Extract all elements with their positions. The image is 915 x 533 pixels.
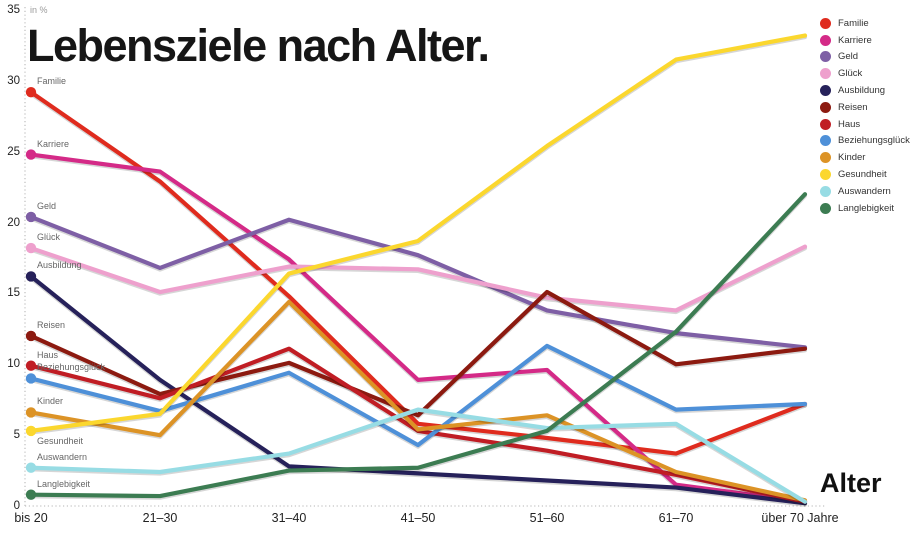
legend-item-geld: Geld [820, 49, 910, 66]
x-tick-label: 41–50 [400, 511, 436, 525]
legend-swatch-icon [820, 85, 831, 97]
legend-swatch-icon [820, 169, 831, 181]
series-line-auswandern [28, 407, 808, 504]
series-line-gl-ck [28, 244, 808, 313]
series-label-familie: Familie [37, 76, 67, 87]
series-start-dot-familie [25, 86, 37, 98]
legend-item-familie: Familie [820, 15, 910, 32]
legend-swatch-icon [820, 51, 831, 63]
series-start-dot-haus [25, 360, 37, 371]
y-tick-label-35: 35 [7, 4, 20, 16]
series-start-dot-ausbildung [25, 271, 37, 282]
series-line-kinder [28, 299, 808, 503]
legend-label: Glück [838, 68, 863, 80]
legend-label: Geld [838, 51, 859, 63]
series-label-reisen: Reisen [37, 319, 66, 330]
legend-label: Beziehungsglück [838, 135, 910, 147]
series-label-auswandern: Auswandern [37, 451, 88, 462]
legend-swatch-icon [820, 101, 831, 113]
series-start-dot-auswandern [25, 462, 37, 473]
series-line-langlebigkeit [28, 192, 808, 499]
legend-item-auswandern: Auswandern [820, 183, 910, 200]
series-start-dot-beziehungsgl-ck [25, 373, 37, 384]
legend: Familie Karriere Geld Glück Ausbildung Reisen… [820, 15, 910, 217]
y-tick-label-10: 10 [7, 358, 20, 371]
series-start-dot-kinder [25, 407, 37, 418]
page-title: Lebensziele nach Alter. [27, 20, 490, 71]
series-line-gesundheit [28, 33, 808, 433]
legend-swatch-icon [820, 68, 831, 80]
series-line-ausbildung [28, 274, 808, 506]
series-label-gl-ck: Glück [37, 232, 61, 243]
legend-label: Karriere [838, 34, 872, 46]
legend-item-gl-ck: Glück [820, 65, 910, 82]
series-line-reisen [28, 289, 808, 418]
legend-swatch-icon [820, 34, 831, 46]
series-start-dot-karriere [25, 149, 37, 160]
legend-item-langlebigkeit: Langlebigkeit [820, 200, 910, 217]
legend-label: Auswandern [838, 185, 891, 197]
legend-label: Langlebigkeit [838, 202, 894, 214]
series-start-dot-langlebigkeit [25, 489, 37, 500]
series-label-haus: Haus [37, 349, 59, 360]
series-line-familie [28, 90, 808, 456]
legend-item-gesundheit: Gesundheit [820, 166, 910, 183]
series-line-shadow-geld [28, 216, 808, 351]
series-label-gesundheit: Gesundheit [37, 435, 84, 446]
legend-label: Kinder [838, 152, 866, 164]
series-line-geld [28, 214, 808, 350]
legend-swatch-icon [820, 185, 831, 197]
legend-swatch-icon [820, 202, 831, 214]
legend-label: Gesundheit [838, 169, 887, 181]
y-tick-label-5: 5 [13, 429, 20, 442]
series-label-karriere: Karriere [37, 138, 70, 149]
x-tick-label: 31–40 [271, 511, 307, 525]
x-tick-label: bis 20 [14, 511, 48, 525]
series-label-kinder: Kinder [37, 396, 64, 407]
x-tick-label: über 70 Jahre [761, 511, 839, 525]
y-tick-label-20: 20 [7, 216, 20, 229]
y-tick-label-15: 15 [7, 287, 20, 300]
legend-item-kinder: Kinder [820, 149, 910, 166]
series-label-beziehungsgl-ck: Beziehungsglück [37, 362, 106, 373]
y-axis-unit-label: in % [30, 5, 48, 15]
x-axis-title: Alter [820, 468, 882, 498]
series-line-shadow-familie [28, 91, 808, 458]
series-line-karriere [28, 152, 808, 504]
y-tick-label-30: 30 [7, 74, 20, 87]
x-tick-label: 61–70 [658, 511, 694, 525]
legend-item-beziehungsgl-ck: Beziehungsglück [820, 133, 910, 150]
legend-label: Ausbildung [838, 85, 886, 97]
legend-label: Familie [838, 17, 869, 29]
series-start-dot-gesundheit [25, 425, 37, 437]
legend-swatch-icon [820, 152, 831, 164]
legend-swatch-icon [820, 118, 831, 130]
x-tick-label: 51–60 [529, 511, 565, 525]
legend-label: Reisen [838, 101, 868, 113]
series-label-geld: Geld [37, 200, 57, 211]
legend-item-haus: Haus [820, 116, 910, 133]
y-tick-label-25: 25 [7, 145, 20, 158]
series-label-langlebigkeit: Langlebigkeit [37, 478, 91, 489]
series-start-dot-gl-ck [25, 242, 37, 254]
y-tick-label-0: 0 [13, 500, 20, 512]
x-tick-label: 21–30 [142, 511, 178, 525]
legend-swatch-icon [820, 17, 831, 29]
series-start-dot-geld [25, 211, 37, 223]
legend-item-ausbildung: Ausbildung [820, 82, 910, 99]
series-label-ausbildung: Ausbildung [37, 260, 82, 271]
legend-item-reisen: Reisen [820, 99, 910, 116]
legend-swatch-icon [820, 135, 831, 147]
legend-item-karriere: Karriere [820, 32, 910, 49]
legend-label: Haus [838, 118, 861, 130]
series-start-dot-reisen [25, 330, 37, 342]
